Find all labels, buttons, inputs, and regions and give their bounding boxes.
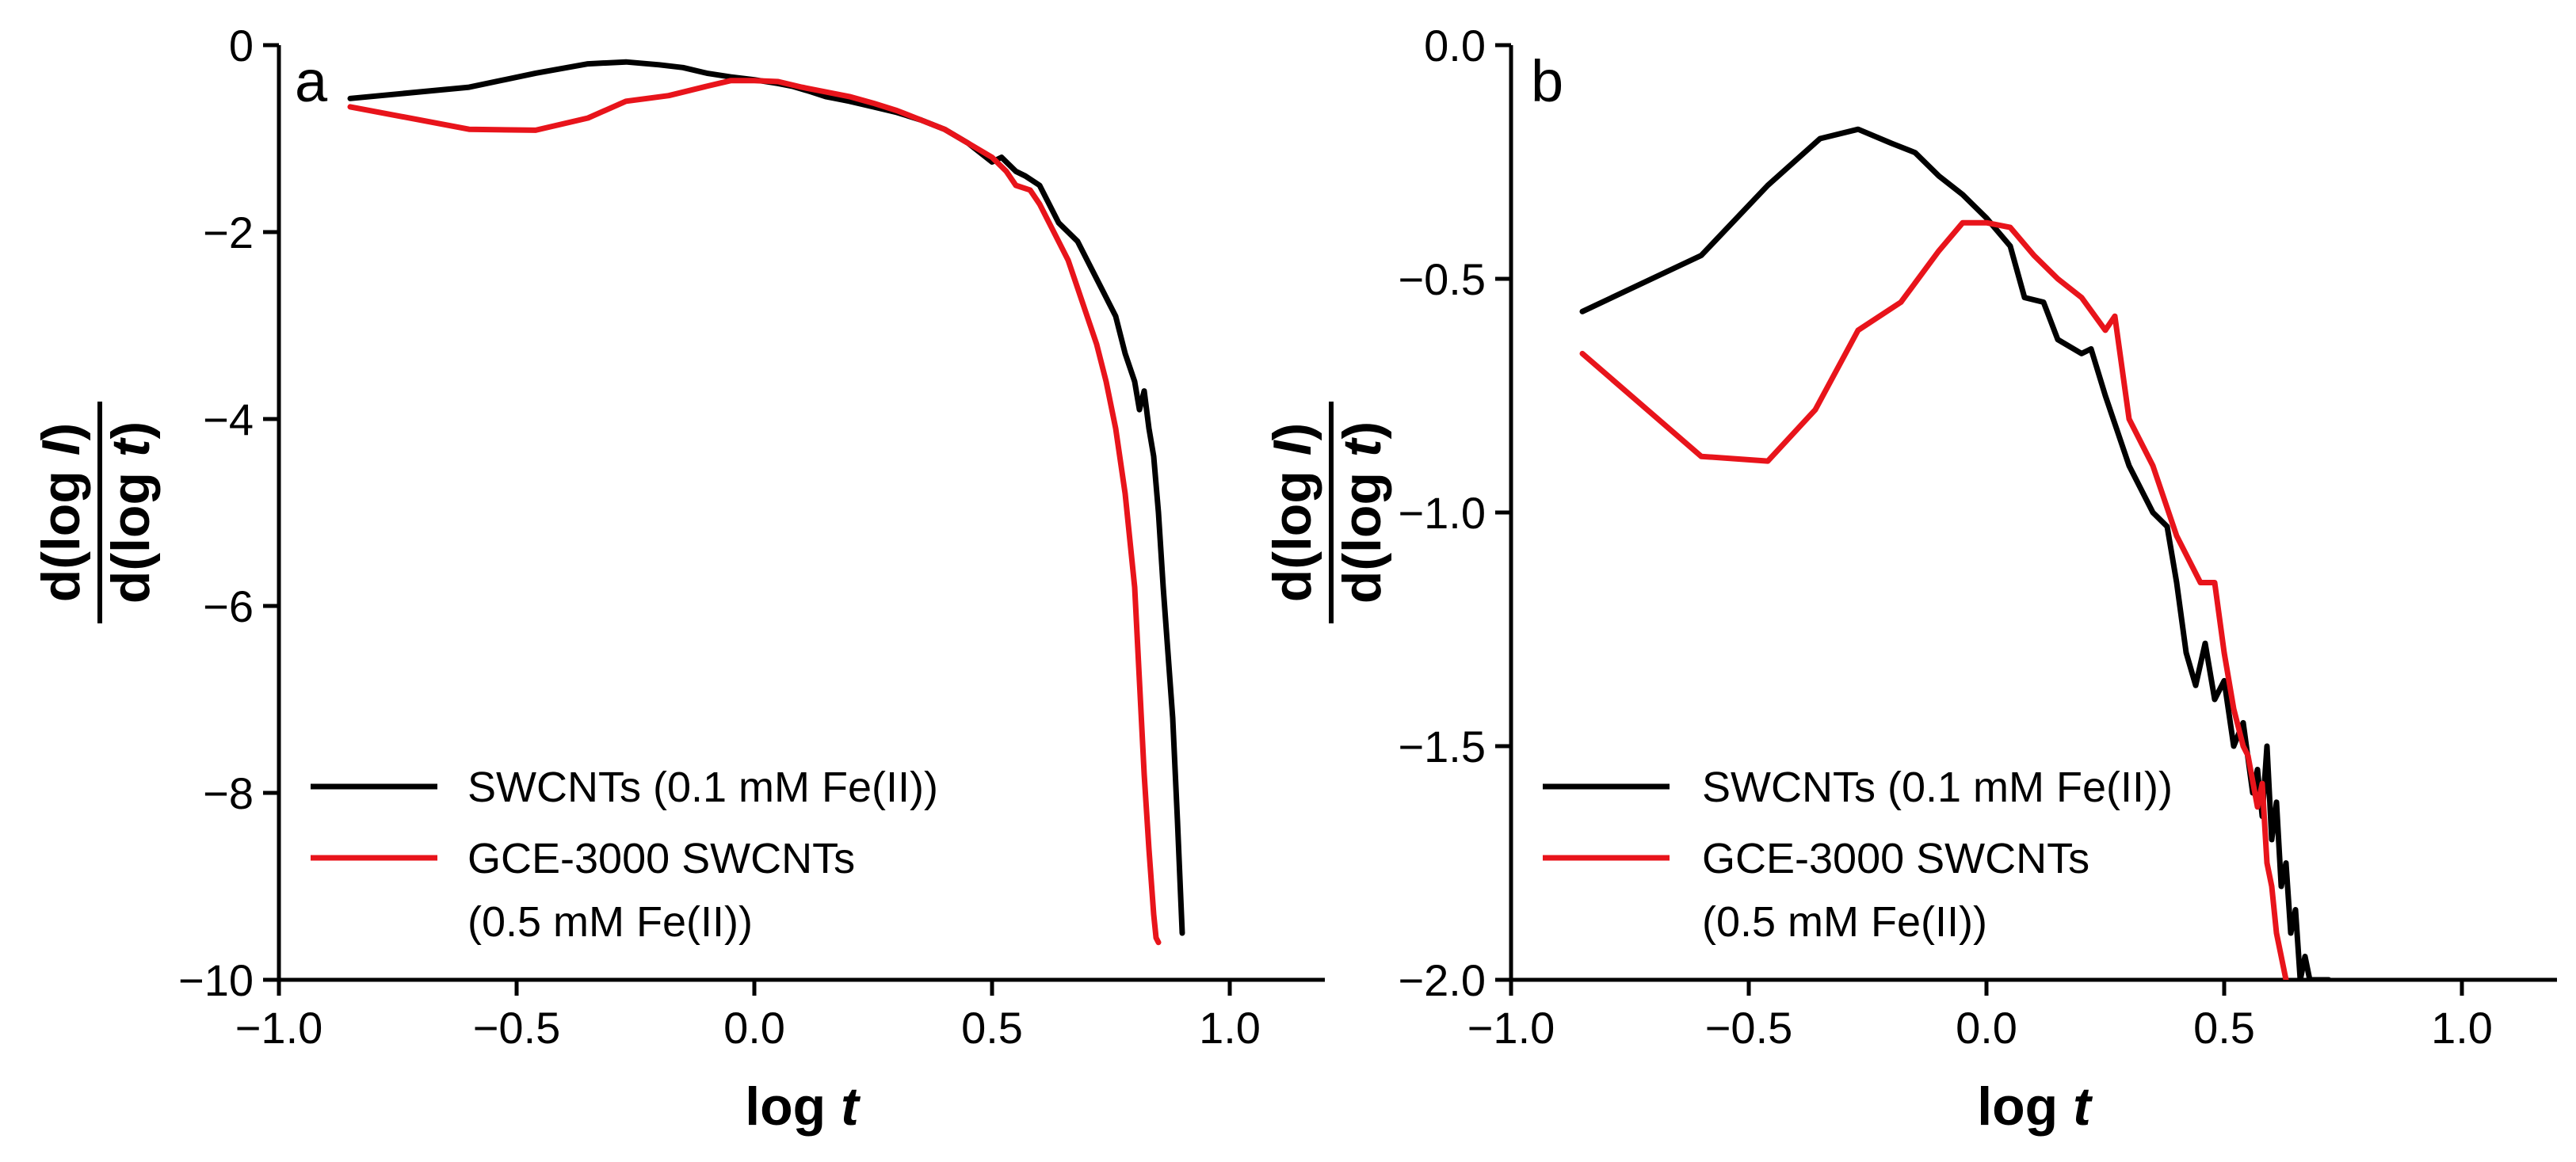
panel-letter: b <box>1531 48 1563 114</box>
x-tick-label: 1.0 <box>1199 1003 1261 1053</box>
x-tick-label: −1.0 <box>1467 1003 1555 1053</box>
legend-label: GCE-3000 SWCNTs <box>467 835 855 882</box>
x-axis-title: log t <box>1977 1076 2093 1137</box>
y-axis-title-numerator: d(log I) <box>31 423 91 603</box>
y-tick-label: −1.5 <box>1398 722 1486 771</box>
legend-label: SWCNTs (0.1 mM Fe(II)) <box>1702 764 2173 811</box>
x-tick-label: 0.0 <box>723 1003 785 1053</box>
legend-label: (0.5 mM Fe(II)) <box>467 898 753 946</box>
legend: SWCNTs (0.1 mM Fe(II)) GCE-3000 SWCNTs (0.… <box>311 764 938 946</box>
y-tick-label: −4 <box>203 394 254 444</box>
y-tick-label: −1.0 <box>1398 488 1486 538</box>
y-tick-label: −10 <box>178 955 254 1005</box>
y-tick-label: −2.0 <box>1398 955 1486 1005</box>
series-line-swcnts-0-1-mm-fe-ii <box>347 59 1185 936</box>
series-line-gce-3000-swcnts-0-5-mm-fe-ii <box>1579 219 2289 980</box>
x-tick-label: −0.5 <box>473 1003 561 1053</box>
y-tick-label: −2 <box>203 208 254 257</box>
y-axis-title-denominator: d(log t) <box>101 421 161 604</box>
y-axis-title-numerator: d(log I) <box>1262 423 1322 603</box>
y-tick-label: 0 <box>229 21 254 70</box>
x-tick-label: 1.0 <box>2431 1003 2493 1053</box>
series-line-gce-3000-swcnts-0-5-mm-fe-ii <box>347 78 1162 946</box>
legend-label: (0.5 mM Fe(II)) <box>1702 898 1987 946</box>
panel-a: −1.0 −0.5 0.0 0.5 1.0 0 −2 −4 −6 −8 −10 log t d(log … <box>31 21 1325 1137</box>
x-tick-label: 0.0 <box>1956 1003 2017 1053</box>
panel-b: −1.0 −0.5 0.0 0.5 1.0 0.0 −0.5 −1.0 −1.5 −2.0 log … <box>1262 21 2557 1137</box>
x-tick-label: 0.5 <box>2193 1003 2255 1053</box>
legend: SWCNTs (0.1 mM Fe(II)) GCE-3000 SWCNTs (0.… <box>1543 764 2173 946</box>
x-tick-label: −1.0 <box>235 1003 323 1053</box>
y-axis-title: d(log I)d(log t) <box>1262 402 1392 623</box>
x-tick-label: −0.5 <box>1705 1003 1793 1053</box>
y-tick-label: 0.0 <box>1424 21 1486 70</box>
y-axis-title-denominator: d(log t) <box>1332 421 1392 604</box>
series-line-swcnts-0-1-mm-fe-ii <box>1579 126 2332 980</box>
legend-label: SWCNTs (0.1 mM Fe(II)) <box>467 764 938 811</box>
y-axis-title: d(log I)d(log t) <box>31 402 161 623</box>
panel-letter: a <box>295 48 328 114</box>
y-tick-label: −6 <box>203 581 254 631</box>
x-tick-label: 0.5 <box>961 1003 1023 1053</box>
x-axis-title: log t <box>745 1076 861 1137</box>
legend-label: GCE-3000 SWCNTs <box>1702 835 2089 882</box>
y-tick-label: −8 <box>203 768 254 818</box>
y-tick-label: −0.5 <box>1398 254 1486 304</box>
